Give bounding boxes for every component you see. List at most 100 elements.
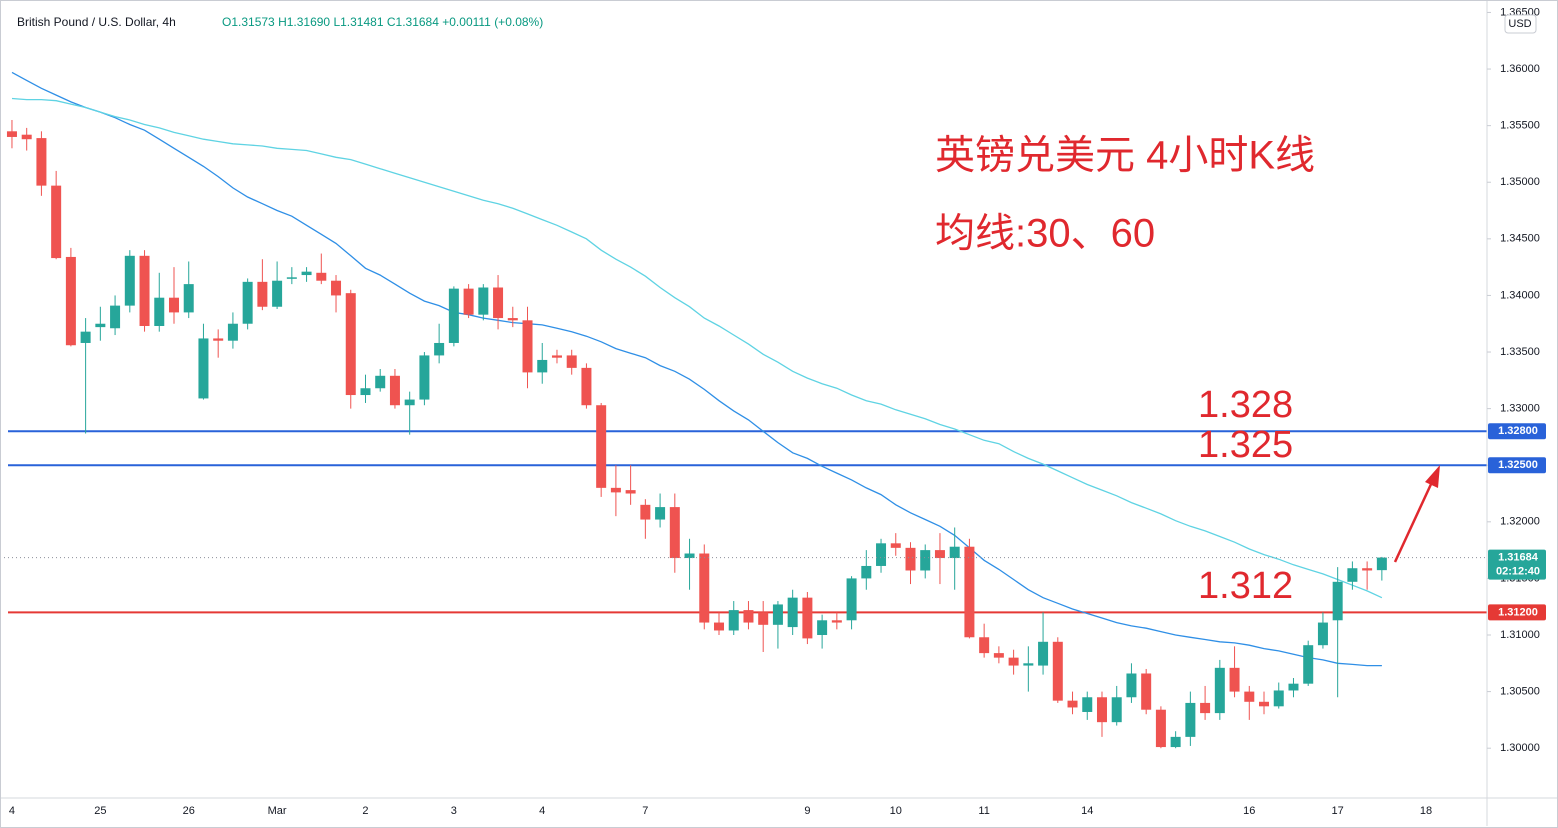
x-tick-label: 25 — [94, 805, 106, 817]
candle-body — [1347, 568, 1358, 582]
symbol-label: British Pound / U.S. Dollar, 4h — [17, 15, 176, 29]
x-tick-label: 16 — [1243, 805, 1255, 817]
change-label: +0.00111 (+0.08%) — [442, 15, 543, 29]
candle-body — [1259, 701, 1270, 707]
candle-body — [1038, 641, 1049, 666]
y-tick-label: 1.33000 — [1500, 403, 1540, 415]
level-annotation: 1.328 — [1198, 384, 1293, 426]
candle-body — [890, 543, 901, 548]
candle-body — [1214, 667, 1225, 714]
countdown-label: 02:12:40 — [1496, 565, 1540, 577]
candle-body — [772, 604, 783, 625]
level-price-box — [1488, 457, 1546, 474]
candle-body — [1126, 673, 1137, 698]
candle-body — [787, 597, 798, 628]
currency-label: USD — [1508, 18, 1531, 30]
x-tick-label: 7 — [642, 805, 648, 817]
open-label: O1.31573 — [222, 15, 275, 29]
candle-body — [331, 280, 342, 296]
candle-body — [80, 331, 91, 343]
candle-body — [1067, 700, 1078, 708]
candle-body — [1052, 641, 1063, 701]
candle-body — [448, 288, 459, 343]
candle-body — [1023, 663, 1034, 666]
candle-body — [198, 338, 209, 399]
candle-body — [213, 338, 224, 341]
candle-body — [743, 610, 754, 623]
candle-body — [1332, 581, 1343, 621]
price-axis: 1.300001.305001.310001.315001.320001.325… — [1487, 6, 1546, 754]
candle-body — [286, 277, 297, 279]
level-price-label: 1.32800 — [1498, 425, 1538, 437]
arrow-head — [1425, 465, 1440, 488]
candle-body — [168, 297, 179, 313]
candle-body — [1111, 697, 1122, 723]
candle-body — [154, 297, 165, 326]
candle-body — [124, 255, 135, 306]
candle-body — [566, 355, 577, 368]
candle-body — [1362, 568, 1373, 571]
candle-body — [669, 507, 680, 559]
x-tick-label: 14 — [1081, 805, 1093, 817]
candle-body — [831, 620, 842, 623]
candle-body — [1155, 709, 1166, 748]
candle-body — [610, 487, 621, 493]
level-price-label: 1.31200 — [1498, 606, 1538, 618]
candle-body — [758, 612, 769, 625]
candle-body — [728, 610, 739, 631]
candle-body — [242, 281, 253, 324]
candle-body — [1303, 645, 1314, 684]
y-tick-label: 1.32000 — [1500, 516, 1540, 528]
candle-body — [551, 355, 562, 358]
ohlc-legend: O1.31573 H1.31690 L1.31481 C1.31684 +0.0… — [222, 15, 543, 29]
candle-body — [640, 504, 651, 520]
y-tick-label: 1.35500 — [1500, 120, 1540, 132]
level-annotation: 1.325 — [1198, 424, 1293, 466]
x-tick-label: 2 — [362, 805, 368, 817]
candle-body — [110, 305, 121, 329]
candle-body — [434, 342, 445, 356]
candle-body — [360, 388, 371, 396]
y-tick-label: 1.34500 — [1500, 233, 1540, 245]
level-price-label: 1.32500 — [1498, 459, 1538, 471]
candle-body — [949, 546, 960, 559]
candle-body — [1170, 736, 1181, 748]
candle-body — [139, 255, 150, 326]
candle-body — [934, 550, 945, 559]
y-tick-label: 1.33500 — [1500, 346, 1540, 358]
level-annotation: 1.312 — [1198, 565, 1293, 607]
candle-body — [493, 287, 504, 319]
candle-body — [1200, 702, 1211, 714]
candle-body — [272, 280, 283, 307]
candle-body — [1273, 690, 1284, 707]
candle-body — [581, 367, 592, 406]
annotation-subtitle: 均线:30、60 — [935, 212, 1155, 256]
candle-body — [876, 543, 887, 566]
moving-average-line — [11, 97, 1383, 599]
candle-body — [1244, 691, 1255, 702]
candle-body — [684, 553, 695, 559]
candle-body — [345, 293, 356, 396]
candle-body — [1008, 657, 1019, 666]
candle-body — [478, 287, 489, 315]
candle-body — [905, 547, 916, 571]
y-tick-label: 1.36000 — [1500, 63, 1540, 75]
candle-body — [95, 323, 106, 328]
candle-body — [65, 256, 76, 346]
candle-body — [817, 620, 828, 636]
candle-body — [463, 288, 474, 315]
candle-body — [6, 131, 17, 137]
y-tick-label: 1.35000 — [1500, 176, 1540, 188]
y-tick-label: 1.31000 — [1500, 629, 1540, 641]
candle-body — [861, 565, 872, 579]
candle-body — [21, 134, 32, 140]
candle-body — [537, 359, 548, 373]
candle-body — [1229, 667, 1240, 692]
candle-body — [1376, 557, 1387, 571]
candle-body — [655, 507, 666, 520]
candle-body — [846, 578, 857, 621]
candle-body — [389, 375, 400, 406]
level-price-box — [1488, 423, 1546, 440]
x-tick-label: 17 — [1332, 805, 1344, 817]
